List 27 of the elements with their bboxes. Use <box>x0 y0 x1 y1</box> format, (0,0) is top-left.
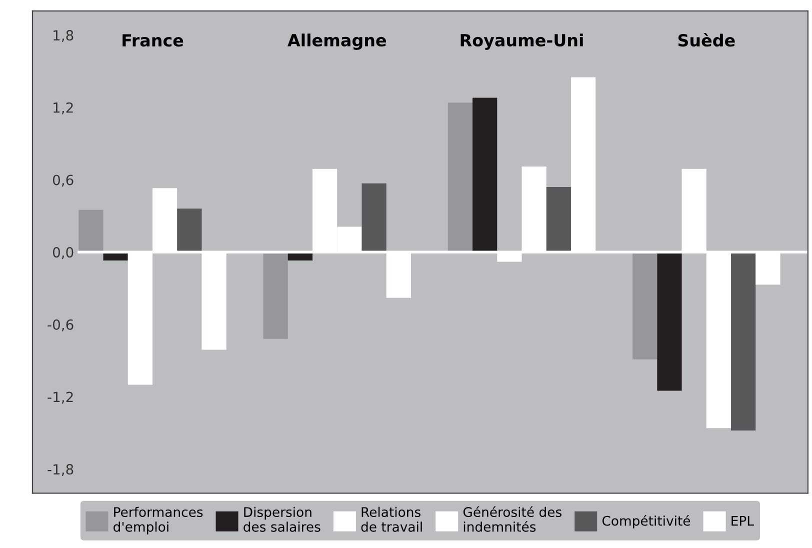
bar <box>263 252 288 339</box>
legend-label: EPL <box>732 516 754 526</box>
legend-label: Compétitivité <box>602 515 690 528</box>
bar <box>362 183 386 252</box>
x-tick-label: Royaume-Uni <box>460 34 583 50</box>
bar <box>546 186 571 252</box>
legend-label: Performances d'emploi <box>114 506 203 534</box>
bar <box>78 210 104 252</box>
legend-label: Dispersion des salaires <box>244 506 320 532</box>
bar <box>448 102 473 252</box>
legend-label: Relations de travail <box>361 506 422 532</box>
y-tick-label: 0,6 <box>52 174 74 187</box>
x-tick-label: Allemagne <box>288 34 386 50</box>
y-tick-label: -1,8 <box>48 464 74 476</box>
y-tick-label: -1,2 <box>48 392 73 404</box>
legend-label: Générosité des indemnités <box>463 506 562 532</box>
x-tick-label: France <box>122 34 184 47</box>
y-tick-label: 1,8 <box>54 30 74 42</box>
x-tick-label: Suède <box>678 33 735 47</box>
bar <box>657 252 682 391</box>
bar <box>632 252 658 360</box>
y-tick-label: -0,6 <box>48 319 74 332</box>
bar <box>731 252 756 431</box>
y-tick-label: 0,0 <box>52 247 74 259</box>
bar <box>472 98 498 252</box>
bar <box>177 208 202 252</box>
y-tick-label: 1,2 <box>54 102 73 114</box>
